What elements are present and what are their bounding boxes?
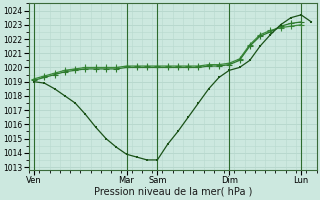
X-axis label: Pression niveau de la mer( hPa ): Pression niveau de la mer( hPa ) [93,187,252,197]
